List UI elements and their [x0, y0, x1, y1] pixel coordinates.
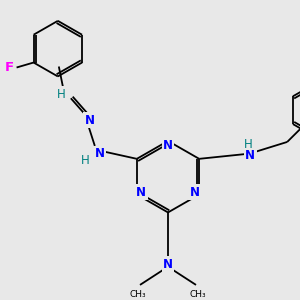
Text: CH₃: CH₃	[130, 290, 146, 299]
Text: F: F	[5, 61, 14, 74]
Text: N: N	[190, 186, 200, 199]
Text: H: H	[56, 88, 65, 101]
Text: N: N	[163, 140, 173, 152]
Text: N: N	[163, 258, 173, 271]
Text: H: H	[80, 154, 89, 167]
Text: N: N	[136, 186, 146, 199]
Text: H: H	[244, 138, 253, 152]
Text: N: N	[85, 114, 95, 127]
Text: N: N	[245, 149, 255, 162]
Text: CH₃: CH₃	[190, 290, 206, 299]
Text: N: N	[95, 147, 105, 161]
